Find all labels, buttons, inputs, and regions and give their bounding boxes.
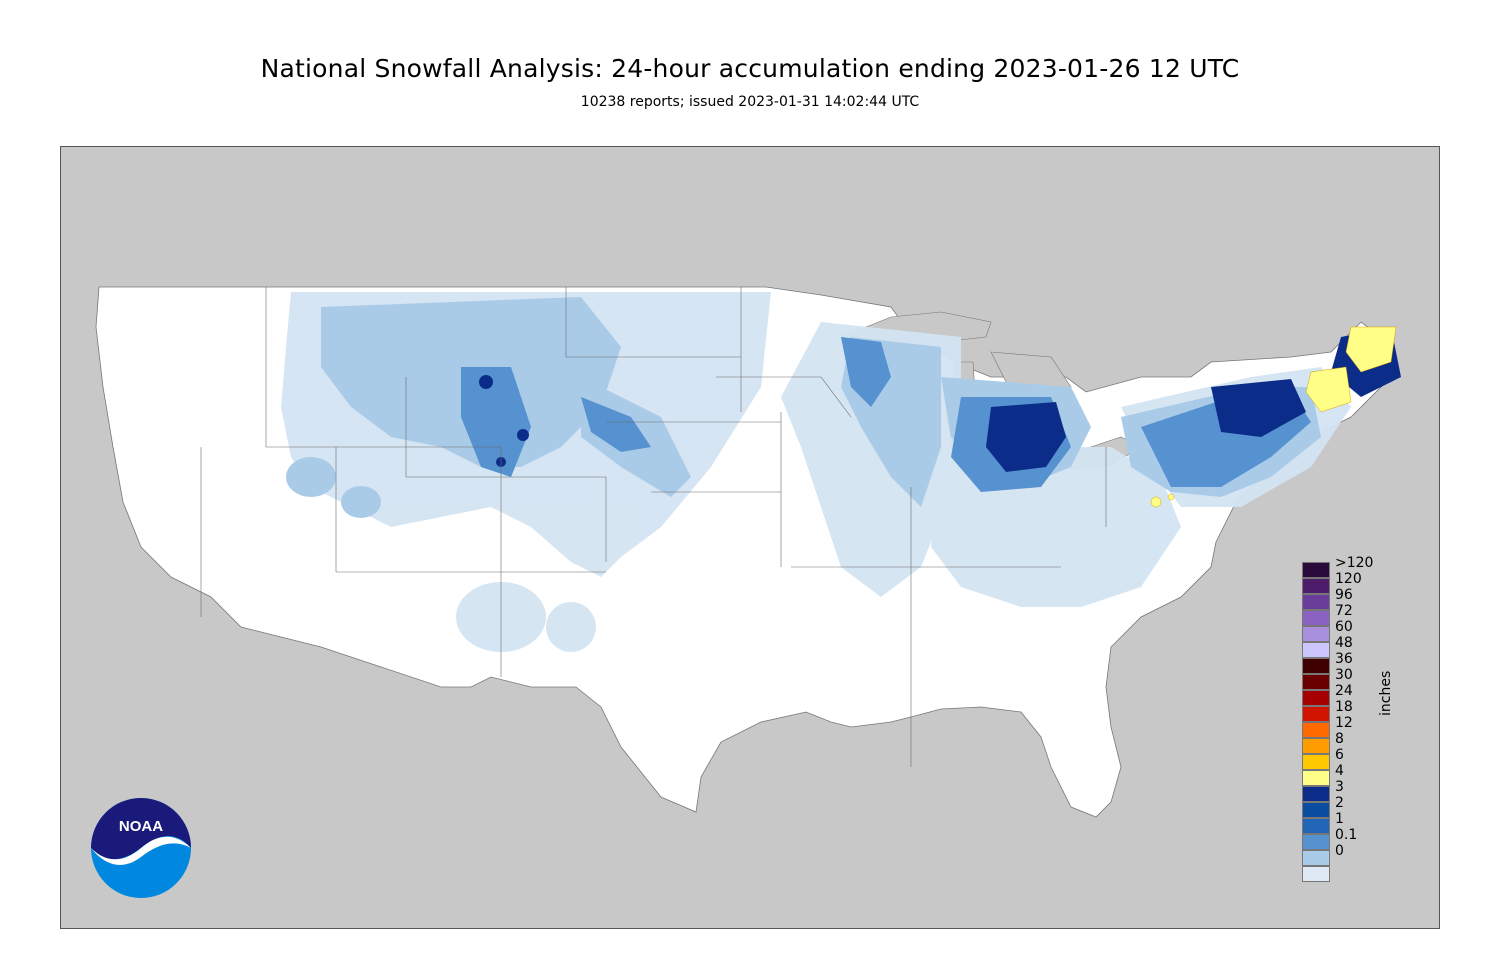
legend-label: 4: [1335, 763, 1344, 779]
legend-label: 48: [1335, 635, 1353, 651]
legend-swatch: [1302, 738, 1330, 754]
legend-label: 8: [1335, 731, 1344, 747]
legend-label: 0.1: [1335, 827, 1358, 843]
legend-swatch: [1302, 850, 1330, 866]
legend-swatch: [1302, 642, 1330, 658]
legend-swatch: [1302, 754, 1330, 770]
legend-label: 24: [1335, 683, 1353, 699]
legend-label: 2: [1335, 795, 1344, 811]
legend-swatch: [1302, 658, 1330, 674]
legend-label: 96: [1335, 587, 1353, 603]
legend-swatch: [1302, 674, 1330, 690]
legend-swatch: [1302, 834, 1330, 850]
legend-swatch: [1302, 706, 1330, 722]
legend-label: 30: [1335, 667, 1353, 683]
legend-swatch: [1302, 562, 1330, 578]
map-subtitle: 10238 reports; issued 2023-01-31 14:02:4…: [580, 94, 920, 110]
legend-label: >120: [1335, 555, 1374, 571]
legend-swatch: [1302, 770, 1330, 786]
legend-swatch: [1302, 722, 1330, 738]
legend-swatch: [1302, 802, 1330, 818]
legend-swatch: [1302, 818, 1330, 834]
legend-label: 72: [1335, 603, 1353, 619]
state-boundaries: [200, 287, 1107, 767]
snow-yellow: [1150, 326, 1397, 508]
legend-label: 12: [1335, 715, 1353, 731]
noaa-logo: NOAA: [91, 798, 191, 898]
legend-label: 36: [1335, 651, 1353, 667]
legend-swatch: [1302, 626, 1330, 642]
legend-label: 1: [1335, 811, 1344, 827]
legend-label: 0: [1335, 843, 1344, 859]
legend-label: 120: [1335, 571, 1362, 587]
legend-label: 60: [1335, 619, 1353, 635]
legend-swatch: [1302, 594, 1330, 610]
legend-label: 3: [1335, 779, 1344, 795]
noaa-logo-text: NOAA: [119, 818, 163, 835]
legend-swatch: [1302, 866, 1330, 882]
legend-label: 6: [1335, 747, 1344, 763]
map-title: National Snowfall Analysis: 24-hour accu…: [260, 54, 1240, 83]
legend-swatch: [1302, 786, 1330, 802]
map-canvas: [95, 286, 1401, 818]
legend-label: 18: [1335, 699, 1353, 715]
legend-swatch: [1302, 690, 1330, 706]
snowfall-map[interactable]: [60, 146, 1440, 929]
legend-swatch: [1302, 578, 1330, 594]
legend-units-label: inches: [1378, 670, 1394, 716]
legend-swatch: [1302, 610, 1330, 626]
